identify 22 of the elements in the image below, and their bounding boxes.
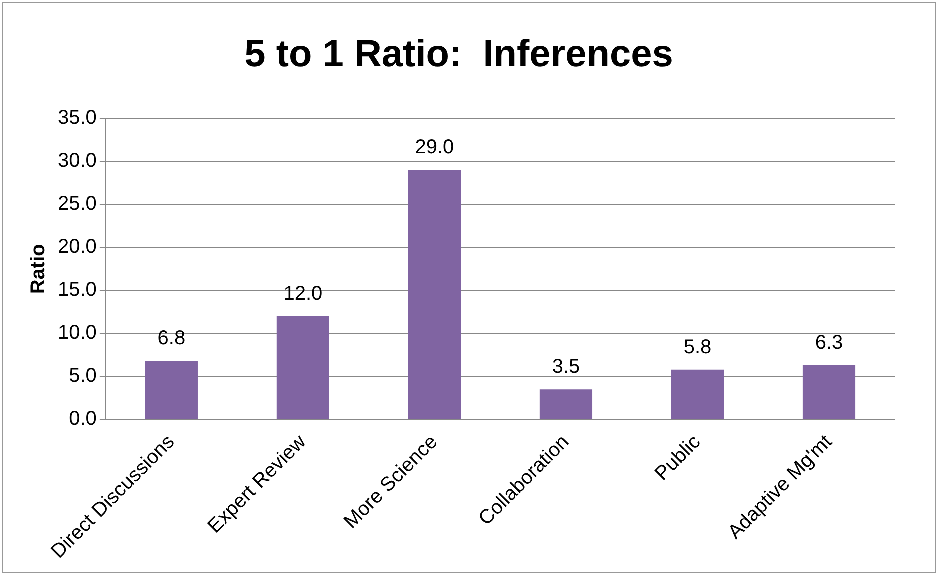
data-label: 29.0	[415, 136, 454, 159]
y-tick-label: 0.0	[69, 408, 97, 430]
y-tick-label: 15.0	[58, 279, 97, 302]
bar	[408, 170, 462, 420]
y-tick-label: 25.0	[58, 193, 97, 216]
y-tick-label: 30.0	[58, 150, 97, 172]
data-label: 12.0	[284, 282, 323, 305]
y-tick-label: 35.0	[58, 107, 97, 130]
bar	[276, 316, 330, 420]
y-tick-label: 5.0	[69, 365, 97, 388]
data-label: 6.3	[815, 332, 844, 354]
data-label: 6.8	[158, 328, 186, 350]
data-label: 3.5	[552, 356, 580, 378]
data-label: 5.8	[684, 336, 712, 358]
bar	[540, 390, 593, 420]
chart-title: 5 to 1 Ratio: Inferences	[244, 33, 674, 76]
y-tick-label: 20.0	[58, 236, 97, 258]
bar	[802, 366, 856, 420]
y-tick-label: 10.0	[58, 322, 97, 344]
y-axis-title: Ratio	[28, 244, 50, 294]
bar	[671, 370, 724, 420]
bar	[145, 361, 198, 420]
